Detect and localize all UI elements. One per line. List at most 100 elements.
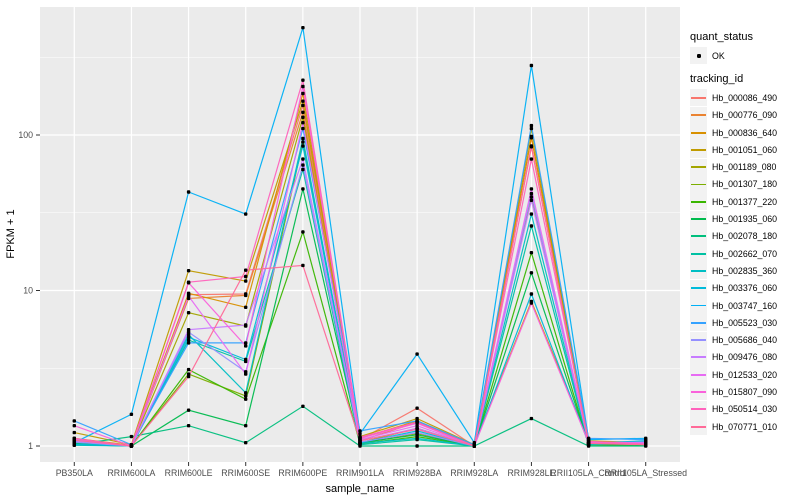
data-point-marker xyxy=(529,198,534,202)
data-point-marker xyxy=(529,144,534,148)
legend-key-line-icon xyxy=(691,339,706,342)
data-point-marker xyxy=(244,268,248,272)
legend-item-Hb_001377_220: Hb_001377_220 xyxy=(690,193,800,211)
data-point-marker xyxy=(415,427,419,431)
legend-key-line-icon xyxy=(691,166,706,169)
data-point-marker xyxy=(186,333,191,337)
data-point-marker xyxy=(244,424,248,428)
legend-item-label: Hb_001189_080 xyxy=(712,162,777,173)
legend-item-Hb_050514_030: Hb_050514_030 xyxy=(690,400,800,418)
legend-item-Hb_009476_080: Hb_009476_080 xyxy=(690,348,800,366)
data-point-marker xyxy=(186,341,191,345)
data-point-marker xyxy=(529,123,534,128)
legend-item-Hb_003376_060: Hb_003376_060 xyxy=(690,279,800,297)
legend-item-Hb_000086_490: Hb_000086_490 xyxy=(690,89,800,107)
legend-key-box xyxy=(690,279,707,297)
data-point-marker xyxy=(244,212,248,216)
data-point-marker xyxy=(529,416,534,421)
data-point-marker xyxy=(358,435,362,439)
legend-item-Hb_002078_180: Hb_002078_180 xyxy=(690,227,800,245)
data-point-marker xyxy=(586,441,591,446)
data-point-marker xyxy=(415,444,419,448)
data-point-marker xyxy=(529,224,534,228)
data-point-marker xyxy=(186,280,191,284)
x-tick-label: RRII105LA_Stressed xyxy=(604,468,687,478)
data-point-marker xyxy=(301,91,305,96)
legend-item-label: Hb_003376_060 xyxy=(712,283,778,294)
data-point-marker xyxy=(301,157,305,161)
legend-key-line-icon xyxy=(691,235,706,238)
data-point-marker xyxy=(244,293,248,298)
data-point-marker xyxy=(244,394,248,398)
data-point-marker xyxy=(244,344,248,348)
data-point-marker xyxy=(186,335,191,339)
data-point-marker xyxy=(301,99,305,103)
x-tick-label: RRIM600LA xyxy=(107,468,155,478)
data-point-marker xyxy=(72,430,76,435)
legend: quant_status OK tracking_id Hb_000086_49… xyxy=(690,31,800,444)
legend-key-box xyxy=(690,418,707,436)
legend-key-box xyxy=(690,175,707,193)
y-axis-title: FPKM + 1 xyxy=(5,209,17,258)
data-point-marker xyxy=(301,26,305,30)
legend-section-quant-status: quant_status OK xyxy=(690,31,800,65)
legend-key-line-icon xyxy=(691,270,706,272)
legend-item-Hb_000776_090: Hb_000776_090 xyxy=(690,106,800,124)
legend-item-label: Hb_005523_030 xyxy=(712,317,778,328)
data-point-marker xyxy=(244,323,248,327)
legend-section-tracking-id: tracking_id Hb_000086_490 Hb_000776_090 Hb… xyxy=(690,73,800,436)
legend-item-label: Hb_001307_180 xyxy=(712,179,778,190)
data-point-marker xyxy=(186,190,191,194)
x-tick-label: RRIM901LA xyxy=(336,468,384,478)
data-point-marker xyxy=(415,420,419,424)
data-point-marker xyxy=(244,341,248,345)
x-axis-title: sample_name xyxy=(325,483,394,495)
legend-item-Hb_001051_060: Hb_001051_060 xyxy=(690,141,800,159)
legend-title-tracking-id: tracking_id xyxy=(690,73,744,86)
data-point-marker xyxy=(358,429,362,433)
legend-key-line-icon xyxy=(691,131,706,134)
legend-tracking-id-items: Hb_000086_490 Hb_000776_090 Hb_000836_640 H… xyxy=(690,89,800,436)
data-point-marker xyxy=(301,126,305,131)
legend-key-box xyxy=(690,383,707,401)
data-point-marker xyxy=(529,271,534,275)
legend-item-label: Hb_000086_490 xyxy=(712,92,778,103)
data-point-marker xyxy=(301,115,305,119)
legend-key-box xyxy=(690,348,707,366)
legend-item-label: Hb_070771_010 xyxy=(712,421,778,432)
data-point-marker xyxy=(301,140,305,144)
data-point-marker xyxy=(244,441,248,445)
legend-key-box xyxy=(690,262,707,280)
legend-key-line-icon xyxy=(691,373,706,376)
legend-key-line-icon xyxy=(691,321,706,324)
data-point-marker xyxy=(72,438,76,442)
legend-item-Hb_002662_070: Hb_002662_070 xyxy=(690,245,800,263)
legend-item-Hb_070771_010: Hb_070771_010 xyxy=(690,418,800,436)
data-point-marker xyxy=(301,84,305,89)
legend-item-label: Hb_009476_080 xyxy=(712,352,778,363)
legend-key-line-icon xyxy=(691,114,706,117)
x-tick-label: RRIM600LE xyxy=(165,468,213,478)
x-tick-label: RRIM928BA xyxy=(393,468,442,478)
data-point-marker xyxy=(186,294,191,298)
legend-item-label: Hb_001377_220 xyxy=(712,196,778,207)
legend-key-line-icon xyxy=(691,148,706,151)
x-tick-label: RRII105LA_Control xyxy=(550,468,626,478)
data-point-marker xyxy=(301,263,305,268)
data-point-marker xyxy=(186,269,191,273)
data-point-marker xyxy=(529,301,534,305)
data-point-marker xyxy=(301,144,305,148)
data-point-marker xyxy=(301,404,305,408)
data-point-marker xyxy=(529,292,534,296)
legend-key-line-icon xyxy=(691,391,706,393)
legend-item-label: Hb_002662_070 xyxy=(712,248,778,259)
legend-key-box xyxy=(690,106,707,124)
legend-item-label: Hb_000776_090 xyxy=(712,110,778,121)
data-point-marker xyxy=(301,167,305,172)
legend-key-box xyxy=(690,210,707,228)
data-point-marker xyxy=(415,406,419,410)
data-point-marker xyxy=(244,372,248,376)
legend-key-line-icon xyxy=(691,97,706,99)
legend-key-box xyxy=(690,193,707,211)
